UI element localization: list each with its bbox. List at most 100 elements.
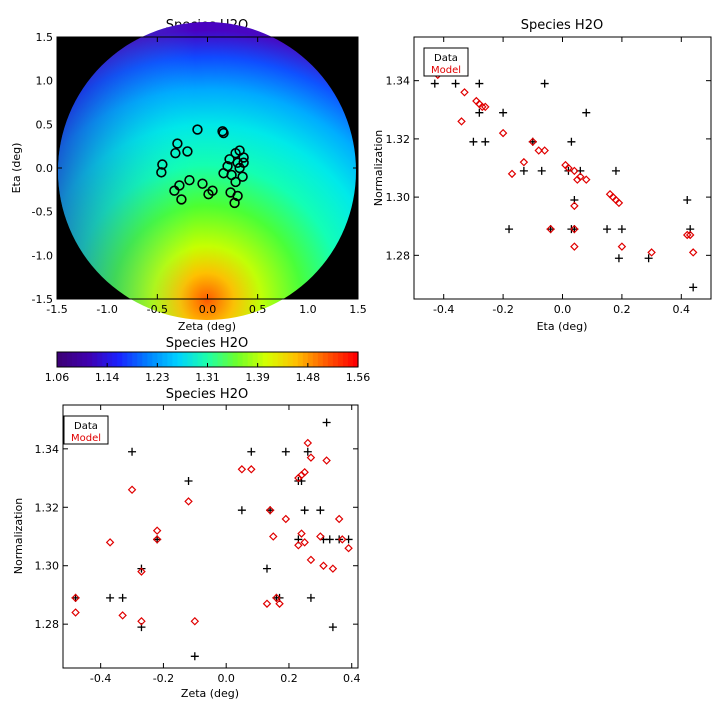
colorbar-cell: [147, 352, 153, 367]
eta-scatter-model-point: [498, 128, 508, 138]
zeta-scatter-model-point: [316, 532, 325, 541]
zeta-scatter-model-point: [127, 485, 137, 494]
colorbar-cell: [117, 352, 123, 367]
colorbar-tick-label: 1.14: [95, 371, 120, 384]
zeta-scatter-model-point: [152, 535, 162, 544]
zeta-scatter-x-tick-label: 0.0: [217, 672, 235, 685]
zeta-scatter-model-point: [334, 514, 344, 524]
colorbar-cell: [57, 352, 63, 367]
colorbar-cell: [342, 352, 349, 367]
sky-map-y-tick-label: 1.5: [36, 31, 54, 44]
colorbar-cell: [312, 352, 319, 367]
sky-map-y-tick-label: 0.0: [36, 162, 54, 175]
source-circle: [229, 197, 240, 209]
zeta-scatter-model-point: [338, 535, 347, 544]
eta-scatter-model-point: [570, 242, 579, 251]
eta-scatter-x-ticks: -0.4 -0.2 0.0 0.2 0.4: [433, 37, 690, 316]
eta-scatter-data-point: [617, 225, 626, 234]
source-circle: [192, 124, 203, 135]
eta-scatter-model-point: [570, 166, 579, 176]
zeta-scatter-data-point: [247, 447, 256, 456]
colorbar-cell: [177, 352, 184, 367]
eta-scatter-y-ticks: 1.28 1.30 1.32 1.34: [386, 75, 711, 262]
zeta-scatter-model-point: [105, 538, 115, 547]
eta-scatter-data-point: [689, 283, 698, 292]
colorbar-cell: [302, 352, 309, 367]
colorbar-tick-label: 1.31: [195, 371, 220, 384]
sky-map-x-tick-label: -1.5: [46, 303, 67, 316]
sky-map-x-tick-label: 0.0: [199, 303, 217, 316]
zeta-scatter-model-point: [152, 526, 162, 535]
eta-scatter-data-point: [451, 79, 460, 88]
eta-scatter-y-tick-label: 1.30: [386, 191, 411, 204]
zeta-scatter-data-point: [322, 418, 331, 427]
zeta-scatter-data-point: [128, 447, 137, 456]
colorbar-cell: [332, 352, 339, 367]
colorbar-cell: [137, 352, 143, 367]
zeta-scatter-model-point: [300, 538, 309, 547]
eta-scatter-model-point: [519, 157, 529, 167]
eta-scatter-model-point: [534, 146, 543, 155]
zeta-scatter-data-point: [190, 652, 199, 661]
colorbar-cell: [212, 352, 219, 367]
colorbar-cell: [182, 352, 189, 367]
sky-map-x-tick-label: 1.5: [349, 303, 367, 316]
eta-scatter-data-point: [537, 166, 546, 175]
eta-scatter-model-point: [573, 175, 582, 184]
eta-scatter-x-tick-label: -0.2: [492, 303, 513, 316]
colorbar-tick-label: 1.06: [45, 371, 70, 384]
sky-map-sources: [156, 124, 249, 209]
colorbar-cell: [207, 352, 214, 367]
colorbar-tick-label: 1.48: [296, 371, 321, 384]
colorbar-cell: [232, 352, 239, 367]
eta-scatter-y-tick-label: 1.28: [386, 249, 411, 262]
colorbar-cell: [287, 352, 294, 367]
eta-scatter-data-point: [582, 108, 591, 117]
source-circle: [218, 127, 229, 139]
colorbar-cell: [102, 352, 108, 367]
colorbar-cell: [242, 352, 249, 367]
colorbar-cell: [222, 352, 229, 367]
source-circle: [232, 157, 243, 168]
colorbar-ticks: 1.06 1.14 1.23 1.31 1.39 1.48 1.56: [45, 363, 370, 384]
eta-scatter-x-tick-label: 0.4: [673, 303, 691, 316]
zeta-scatter-model-point: [306, 453, 316, 462]
colorbar-cell: [77, 352, 83, 367]
source-circle: [169, 185, 180, 196]
colorbar-cell: [277, 352, 284, 367]
eta-scatter-data-point: [469, 137, 478, 146]
colorbar-cell: [132, 352, 138, 367]
sky-map-x-ticks: -1.5 -1.0 -0.5 0.0 0.5 1.0 1.5: [46, 37, 367, 316]
eta-scatter-xlabel: Eta (deg): [537, 320, 588, 333]
eta-scatter-model-point: [614, 198, 624, 208]
eta-scatter-data-point: [614, 254, 623, 263]
zeta-scatter-frame: [62, 404, 359, 669]
zeta-scatter-ylabel: Normalization: [12, 498, 25, 574]
source-circle: [237, 171, 248, 182]
eta-scatter-model-point: [582, 175, 591, 184]
zeta-scatter-model-point: [237, 465, 247, 474]
zeta-legend-data: Data: [74, 421, 98, 432]
eta-scatter-model-point: [528, 137, 538, 147]
zeta-scatter-y-ticks: 1.28 1.30 1.32 1.34: [35, 443, 358, 631]
eta-scatter-model-point: [688, 248, 698, 257]
sky-map-x-tick-label: -0.5: [147, 303, 168, 316]
source-circle: [182, 146, 193, 157]
colorbar-tick-label: 1.39: [245, 371, 270, 384]
colorbar-cell: [62, 352, 68, 367]
colorbar-cell: [192, 352, 199, 367]
zeta-scatter-data-point: [316, 506, 325, 515]
source-circle: [170, 147, 181, 159]
zeta-scatter-model-point: [247, 465, 256, 474]
zeta-scatter-legend: Data Model: [63, 415, 109, 445]
zeta-scatter-panel: Species H2O -0.4 -0.2 0.0 0.2 0.4 1.281.301.…: [12, 387, 360, 700]
eta-scatter-model-point: [570, 224, 579, 234]
colorbar-scale: [57, 352, 359, 367]
eta-scatter-data-point: [603, 225, 612, 234]
colorbar-cell: [107, 352, 113, 367]
eta-scatter-model-point: [478, 102, 487, 112]
colorbar-cell: [257, 352, 264, 367]
zeta-scatter-points: [71, 418, 353, 661]
sky-map-y-tick-label: -1.5: [32, 293, 53, 306]
